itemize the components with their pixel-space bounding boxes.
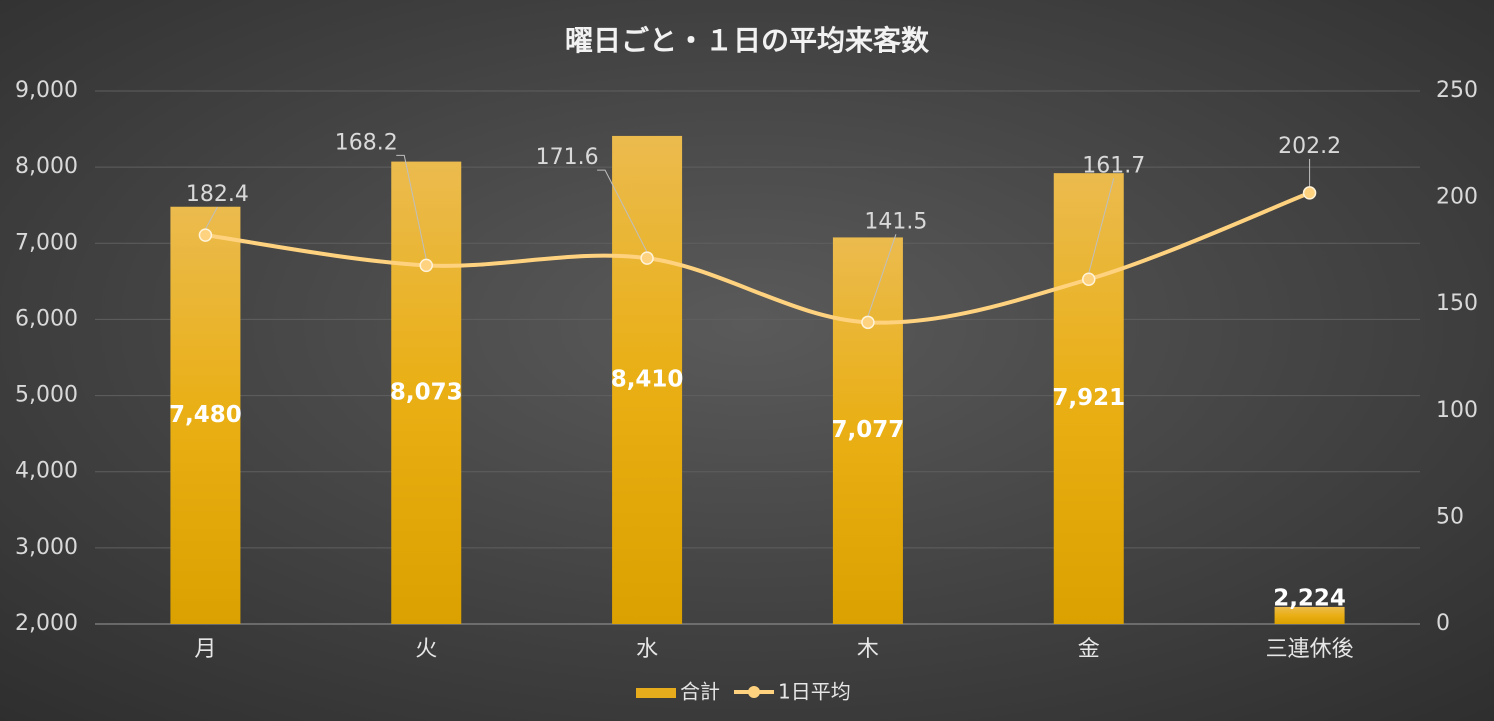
x-tick-label: 水 xyxy=(636,637,658,662)
line-value-label: 202.2 xyxy=(1278,134,1341,159)
line-value-label: 182.4 xyxy=(186,182,249,207)
y2-tick-label: 150 xyxy=(1436,291,1478,316)
y-tick-label: 8,000 xyxy=(15,154,78,179)
bar xyxy=(1053,173,1124,624)
leader-line xyxy=(204,206,218,230)
y-tick-label: 4,000 xyxy=(15,459,78,484)
line-point xyxy=(1302,186,1317,200)
line-value-label: 168.2 xyxy=(335,130,398,155)
chart-title: 曜日ごと・１日の平均来客数 xyxy=(565,24,930,57)
leader-line xyxy=(597,169,648,253)
bar xyxy=(1274,606,1345,624)
legend-swatch xyxy=(636,688,676,698)
legend-label: 1日平均 xyxy=(778,680,851,704)
y2-tick-label: 50 xyxy=(1436,504,1464,529)
bar-value-label: 2,224 xyxy=(1273,585,1346,611)
bar-value-label: 8,073 xyxy=(390,379,463,405)
x-tick-label: 火 xyxy=(415,637,437,662)
y2-tick-label: 200 xyxy=(1436,185,1478,210)
x-tick-label: 木 xyxy=(857,637,879,662)
x-tick-label: 金 xyxy=(1078,637,1100,662)
line-point xyxy=(640,251,654,265)
legend-swatch xyxy=(748,686,760,698)
x-tick-label: 三連休後 xyxy=(1266,637,1354,662)
line-point xyxy=(419,258,433,273)
line xyxy=(205,191,1311,325)
line-point xyxy=(198,228,213,242)
line-value-label: 171.6 xyxy=(536,145,599,170)
y2-tick-label: 0 xyxy=(1436,611,1450,636)
line-value-label: 161.7 xyxy=(1082,153,1145,178)
line-value-label: 141.5 xyxy=(864,209,927,234)
line-point xyxy=(861,315,875,330)
bar xyxy=(832,237,903,624)
x-tick-label: 月 xyxy=(194,637,216,662)
y-tick-label: 3,000 xyxy=(15,535,78,560)
y-tick-label: 5,000 xyxy=(15,383,78,408)
bar-value-label: 7,480 xyxy=(169,402,242,428)
bar-value-label: 8,410 xyxy=(611,366,684,392)
bar xyxy=(170,206,241,625)
leader-line xyxy=(396,154,427,260)
y-tick-label: 2,000 xyxy=(15,611,78,636)
y-tick-label: 7,000 xyxy=(15,230,78,255)
y-tick-label: 6,000 xyxy=(15,306,78,331)
y-tick-label: 9,000 xyxy=(15,78,78,103)
bar-value-label: 7,921 xyxy=(1052,385,1125,411)
bar xyxy=(612,135,683,624)
bar xyxy=(391,161,462,625)
leader-line xyxy=(1088,178,1115,274)
y2-tick-label: 250 xyxy=(1436,78,1478,103)
line-point xyxy=(1082,272,1096,287)
legend-label: 合計 xyxy=(680,680,720,704)
leader-line xyxy=(867,234,897,317)
y2-tick-label: 100 xyxy=(1436,398,1478,423)
bar-value-label: 7,077 xyxy=(832,417,905,443)
